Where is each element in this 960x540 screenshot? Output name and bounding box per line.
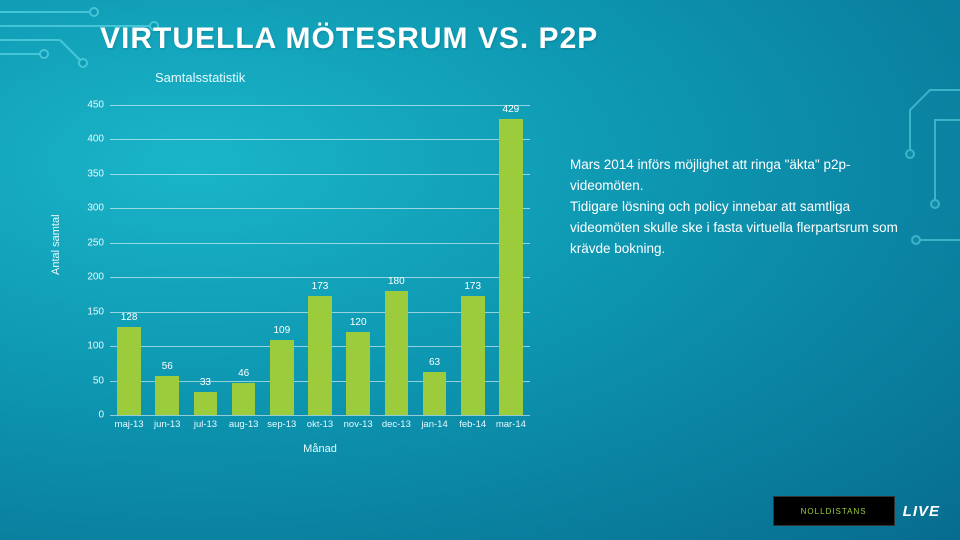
- x-tick: dec-13: [382, 419, 411, 430]
- bar-value-label: 173: [464, 281, 481, 292]
- y-tick: 0: [98, 410, 104, 421]
- x-tick: maj-13: [115, 419, 144, 430]
- x-tick: sep-13: [267, 419, 296, 430]
- gridline: [110, 243, 530, 244]
- x-tick: jul-13: [194, 419, 217, 430]
- bar: 128: [117, 327, 141, 415]
- gridline: [110, 277, 530, 278]
- x-tick: aug-13: [229, 419, 259, 430]
- x-tick: feb-14: [459, 419, 486, 430]
- plot-area: 050100150200250300350400450128maj-1356ju…: [110, 105, 530, 415]
- y-tick: 400: [87, 134, 104, 145]
- bar-value-label: 128: [121, 312, 138, 323]
- bar: 180: [385, 291, 409, 415]
- gridline: [110, 174, 530, 175]
- slide: { "title": "VIRTUELLA MÖTESRUM VS. P2P",…: [0, 0, 960, 540]
- logo-live: LIVE: [903, 503, 940, 520]
- note-line-2: Tidigare lösning och policy innebar att …: [570, 199, 898, 256]
- x-tick: mar-14: [496, 419, 526, 430]
- bar: 33: [194, 392, 218, 415]
- gridline: [110, 208, 530, 209]
- gridline: [110, 105, 530, 106]
- logo-badge: NOLLDISTANS: [773, 496, 895, 526]
- footer-logo: NOLLDISTANS LIVE: [773, 496, 940, 526]
- bar-chart: Antal samtal 050100150200250300350400450…: [70, 95, 540, 475]
- y-tick: 450: [87, 100, 104, 111]
- note-line-1: Mars 2014 införs möjlighet att ringa "äk…: [570, 157, 850, 193]
- bar: 46: [232, 383, 256, 415]
- bar-value-label: 180: [388, 276, 405, 287]
- gridline: [110, 139, 530, 140]
- bar: 109: [270, 340, 294, 415]
- y-tick: 200: [87, 272, 104, 283]
- y-tick: 100: [87, 341, 104, 352]
- y-tick: 50: [93, 375, 104, 386]
- decoration-right: [900, 80, 960, 300]
- x-tick: jan-14: [421, 419, 447, 430]
- y-tick: 300: [87, 203, 104, 214]
- annotation-text: Mars 2014 införs möjlighet att ringa "äk…: [570, 155, 900, 260]
- chart-subtitle: Samtalsstatistik: [155, 70, 245, 85]
- bar-value-label: 33: [200, 377, 211, 388]
- x-axis-label: Månad: [110, 443, 530, 455]
- bar: 173: [461, 296, 485, 415]
- bar-value-label: 109: [273, 325, 290, 336]
- y-tick: 150: [87, 306, 104, 317]
- bar-value-label: 56: [162, 361, 173, 372]
- bar: 63: [423, 372, 447, 415]
- bar-value-label: 429: [503, 104, 520, 115]
- x-tick: jun-13: [154, 419, 180, 430]
- bar: 56: [155, 376, 179, 415]
- y-axis-label: Antal samtal: [50, 214, 62, 275]
- bar-value-label: 120: [350, 317, 367, 328]
- bar: 429: [499, 119, 523, 415]
- bar-value-label: 173: [312, 281, 329, 292]
- bar-value-label: 46: [238, 368, 249, 379]
- slide-title: VIRTUELLA MÖTESRUM VS. P2P: [100, 22, 598, 56]
- bar: 173: [308, 296, 332, 415]
- y-tick: 250: [87, 237, 104, 248]
- bar: 120: [346, 332, 370, 415]
- x-tick: okt-13: [307, 419, 333, 430]
- x-tick: nov-13: [344, 419, 373, 430]
- bar-value-label: 63: [429, 357, 440, 368]
- y-tick: 350: [87, 168, 104, 179]
- gridline: [110, 415, 530, 416]
